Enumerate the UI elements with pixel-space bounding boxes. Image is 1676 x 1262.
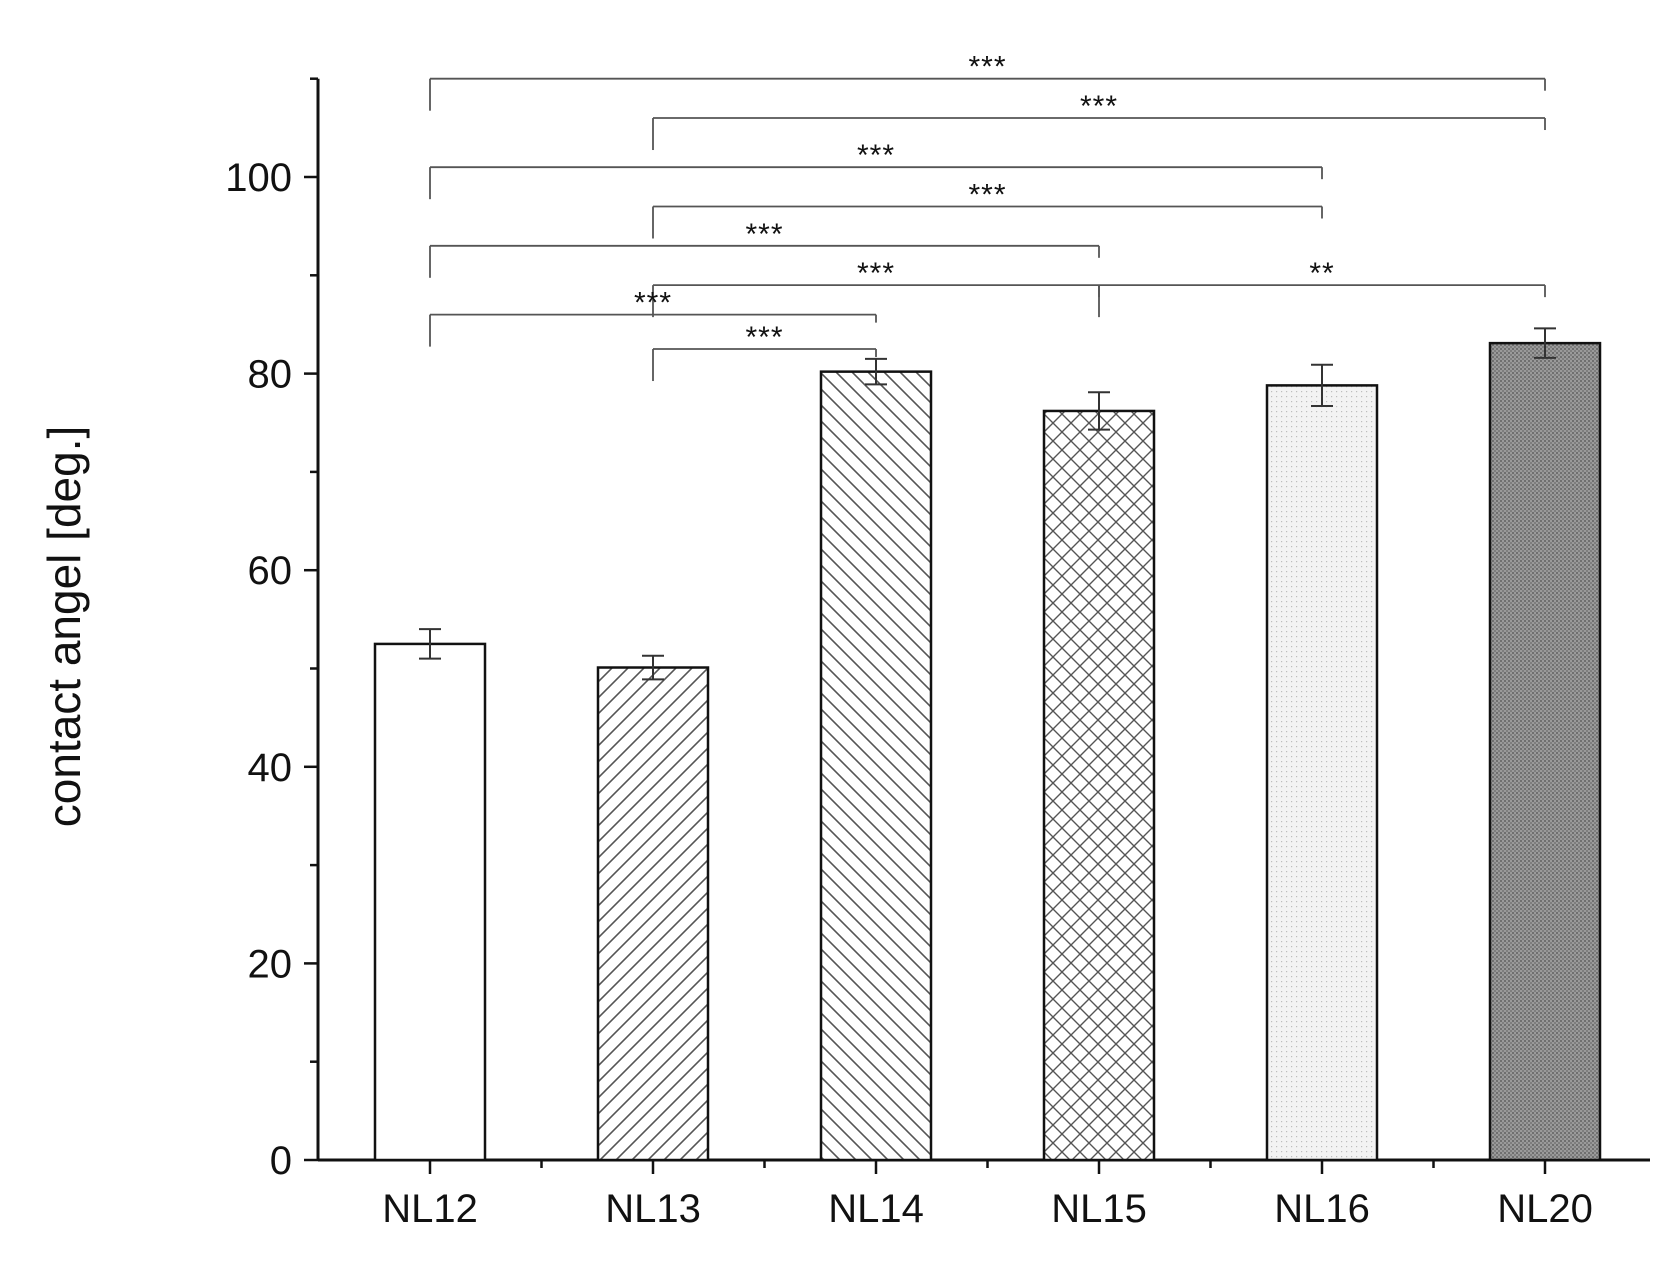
bar-nl15 [1042, 409, 1156, 1162]
axes-layer [304, 77, 1650, 1174]
significance-bracket: *** [652, 321, 877, 382]
bars-layer [373, 341, 1602, 1162]
significance-label: ** [1309, 257, 1334, 290]
significance-label: *** [745, 218, 783, 251]
y-tick-label: 20 [248, 942, 293, 986]
bar-nl20 [1488, 341, 1602, 1162]
significance-label: *** [745, 321, 783, 354]
significance-bracket: ** [1098, 257, 1546, 318]
y-tick-label: 60 [248, 549, 293, 593]
significance-bracket: *** [429, 51, 1546, 111]
x-category-label: NL13 [605, 1187, 701, 1231]
bar-nl16 [1265, 384, 1379, 1162]
y-axis-title: contact angel [deg.] [38, 426, 90, 828]
significance-label: *** [857, 257, 895, 290]
y-tick-label: 0 [270, 1139, 292, 1183]
labels-layer: 0 20 40 60 80 100 contact angel [deg.] NL12 NL13… [38, 156, 1593, 1231]
significance-brackets-layer: ****************** ******** [429, 51, 1546, 382]
y-tick-label: 40 [248, 746, 293, 790]
significance-bracket: *** [652, 178, 1323, 239]
bar-nl13 [596, 666, 710, 1162]
significance-bracket: *** [429, 218, 1100, 278]
error-bars-layer [419, 327, 1556, 681]
y-tick-label: 80 [248, 353, 293, 397]
significance-label: *** [1080, 90, 1118, 123]
significance-label: *** [634, 287, 672, 320]
significance-label: *** [968, 178, 1006, 211]
significance-bracket: *** [652, 257, 1100, 318]
x-category-label: NL14 [828, 1187, 924, 1231]
x-category-label: NL16 [1274, 1187, 1370, 1231]
x-category-label: NL15 [1051, 1187, 1147, 1231]
y-tick-label: 100 [225, 156, 292, 200]
bar-nl14 [819, 370, 933, 1162]
significance-label: *** [857, 139, 895, 172]
significance-label: *** [968, 51, 1006, 84]
x-category-label: NL20 [1497, 1187, 1593, 1231]
bar-nl12 [373, 642, 487, 1162]
significance-bracket: *** [429, 139, 1323, 200]
significance-bracket: *** [429, 287, 877, 347]
x-category-label: NL12 [382, 1187, 478, 1231]
significance-bracket: *** [652, 90, 1546, 151]
